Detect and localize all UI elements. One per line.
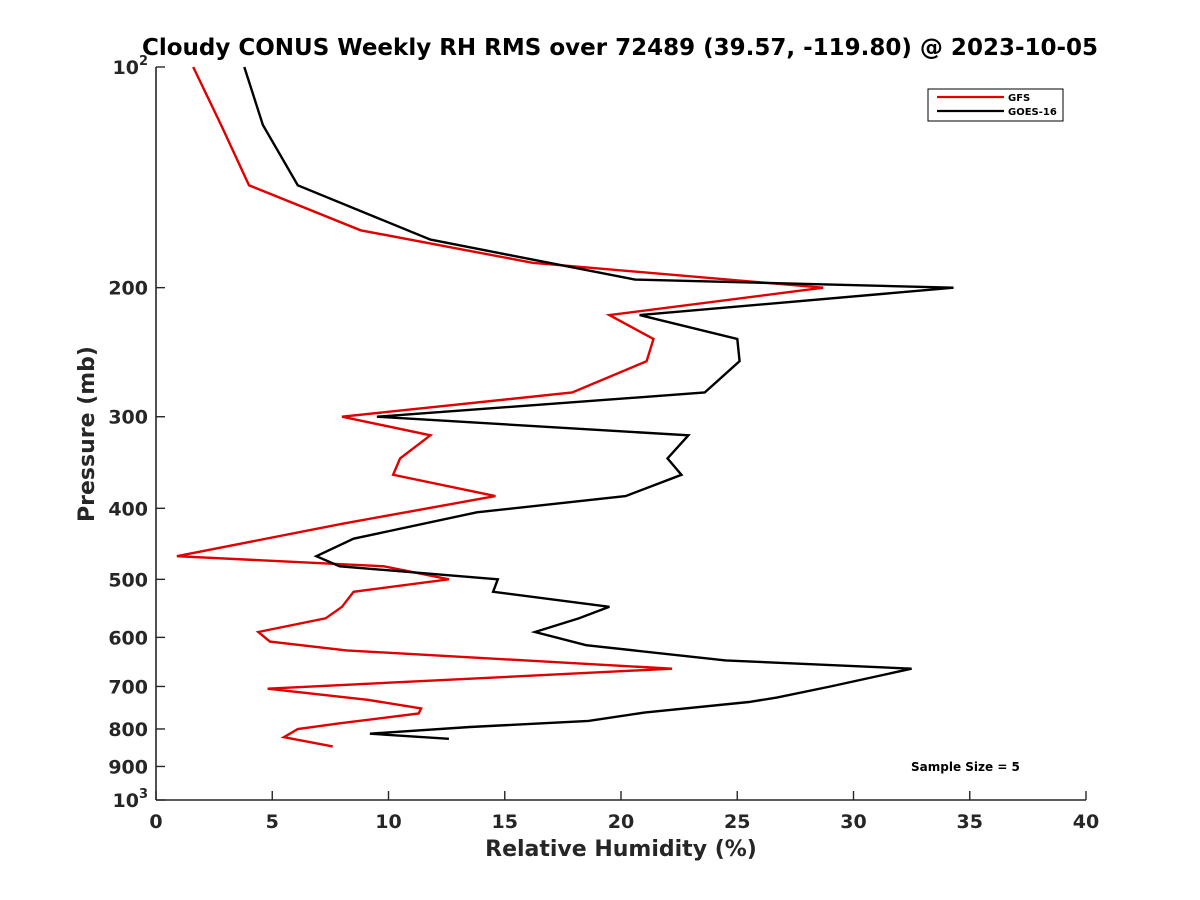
series-line-goes-16 — [243, 66, 954, 740]
x-tick-label: 0 — [149, 811, 162, 833]
x-tick-label: 10 — [375, 811, 401, 833]
x-tick-label: 30 — [840, 811, 866, 833]
y-tick-label: 102 — [113, 54, 149, 79]
x-tick-label: 5 — [266, 811, 279, 833]
sample-size-annotation: Sample Size = 5 — [911, 760, 1020, 774]
x-axis-label: Relative Humidity (%) — [485, 837, 757, 862]
y-tick-label: 900 — [108, 756, 148, 778]
y-ticks: 102 200 300 400 500 600 700 800 900 103 — [108, 54, 165, 812]
x-tick-label: 25 — [724, 811, 750, 833]
x-tick-label: 15 — [492, 811, 518, 833]
y-tick-label: 103 — [113, 787, 149, 812]
y-tick-label: 700 — [108, 676, 148, 698]
y-tick-label: 800 — [108, 719, 148, 741]
x-tick-label: 40 — [1073, 811, 1099, 833]
y-tick-label: 600 — [108, 627, 148, 649]
series-group — [176, 66, 954, 748]
x-ticks: 0 5 10 15 20 25 30 35 40 — [149, 791, 1099, 833]
y-axis-label: Pressure (mb) — [75, 346, 100, 522]
y-tick-label: 300 — [108, 407, 148, 429]
legend: GFS GOES-16 — [927, 88, 1064, 122]
y-tick-label: 200 — [108, 278, 148, 300]
chart-title: Cloudy CONUS Weekly RH RMS over 72489 (3… — [142, 35, 1098, 61]
y-tick-label: 400 — [108, 498, 148, 520]
y-tick-label: 500 — [108, 569, 148, 591]
x-tick-label: 20 — [608, 811, 634, 833]
legend-box — [927, 88, 1064, 122]
legend-label-gfs: GFS — [1008, 93, 1030, 104]
series-line-gfs — [176, 66, 824, 748]
legend-label-goes-16: GOES-16 — [1008, 107, 1057, 118]
x-tick-label: 35 — [957, 811, 983, 833]
